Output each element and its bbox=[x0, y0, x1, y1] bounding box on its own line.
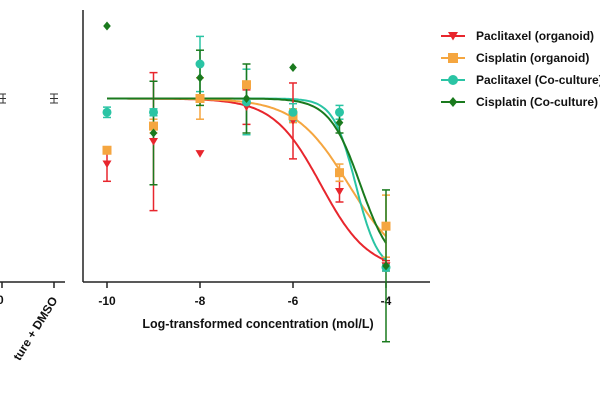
main-axes: -10-8-6-4 Log-transformed concentration … bbox=[82, 10, 430, 331]
control-panel: 0 ture + DMSO bbox=[0, 93, 65, 363]
legend-item: Cisplatin (organoid) bbox=[441, 51, 589, 65]
legend-marker bbox=[448, 97, 458, 107]
legend: Paclitaxel (organoid) Cisplatin (organoid… bbox=[441, 29, 600, 109]
legend-label: Paclitaxel (Co-culture) bbox=[476, 73, 600, 87]
data-point bbox=[102, 145, 112, 155]
legend-label: Paclitaxel (organoid) bbox=[476, 29, 594, 43]
data-point bbox=[103, 21, 111, 31]
data-point bbox=[382, 261, 390, 271]
legend-marker bbox=[448, 32, 458, 41]
control-panel-label-dmso: ture + DMSO bbox=[10, 294, 60, 363]
control-point-b bbox=[50, 93, 58, 104]
data-point bbox=[102, 107, 112, 117]
x-tick-label: -6 bbox=[288, 294, 299, 308]
legend-item: Paclitaxel (organoid) bbox=[441, 29, 594, 43]
data-point bbox=[381, 221, 391, 231]
legend-marker bbox=[448, 75, 458, 85]
control-point-a bbox=[0, 93, 6, 104]
data-point bbox=[335, 118, 344, 128]
x-axis-title: Log-transformed concentration (mol/L) bbox=[142, 317, 373, 331]
x-tick-label: -8 bbox=[195, 294, 206, 308]
data-point bbox=[149, 107, 158, 117]
data-point bbox=[242, 80, 251, 90]
data-point bbox=[149, 138, 158, 146]
data-markers bbox=[102, 21, 391, 273]
data-point bbox=[195, 59, 205, 69]
data-point bbox=[335, 188, 344, 196]
data-point bbox=[195, 150, 205, 158]
data-point bbox=[289, 62, 297, 72]
legend-marker bbox=[448, 53, 458, 63]
data-point bbox=[335, 107, 344, 117]
data-point bbox=[149, 121, 158, 131]
legend-item: Cisplatin (Co-culture) bbox=[441, 95, 598, 109]
x-tick-label: -10 bbox=[98, 294, 116, 308]
data-point bbox=[195, 94, 205, 103]
data-point bbox=[102, 160, 112, 169]
x-ticks: -10-8-6-4 bbox=[98, 282, 392, 308]
data-point bbox=[288, 107, 298, 117]
legend-label: Cisplatin (organoid) bbox=[476, 51, 589, 65]
legend-label: Cisplatin (Co-culture) bbox=[476, 95, 598, 109]
control-panel-label-0: 0 bbox=[0, 293, 4, 307]
data-point bbox=[196, 73, 204, 83]
legend-item: Paclitaxel (Co-culture) bbox=[441, 73, 600, 87]
data-point bbox=[242, 94, 251, 103]
data-point bbox=[335, 168, 344, 178]
data-point bbox=[149, 128, 158, 138]
